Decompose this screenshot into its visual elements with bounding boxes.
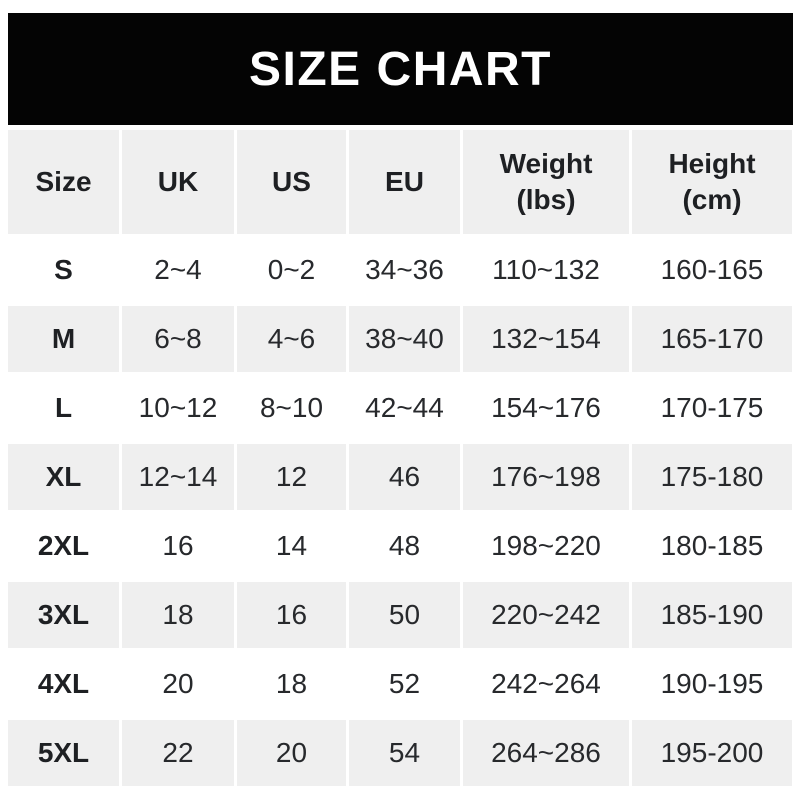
cell-eu: 34~36: [349, 237, 460, 303]
cell-weight: 264~286: [463, 720, 629, 786]
cell-weight: 154~176: [463, 375, 629, 441]
table-header-row: Size UK US EU Weight (lbs) Height (cm): [8, 130, 792, 234]
cell-uk: 12~14: [122, 444, 234, 510]
cell-eu: 52: [349, 651, 460, 717]
cell-uk: 10~12: [122, 375, 234, 441]
cell-height: 190-195: [632, 651, 792, 717]
cell-size: 3XL: [8, 582, 119, 648]
page-title: SIZE CHART: [249, 42, 552, 96]
table-row-5xl: 5XL 22 20 54 264~286 195-200: [8, 720, 792, 786]
cell-weight: 132~154: [463, 306, 629, 372]
size-chart-banner: SIZE CHART: [8, 13, 793, 125]
cell-uk: 18: [122, 582, 234, 648]
column-header-size: Size: [8, 130, 119, 234]
cell-eu: 42~44: [349, 375, 460, 441]
cell-us: 12: [237, 444, 346, 510]
cell-eu: 50: [349, 582, 460, 648]
cell-height: 185-190: [632, 582, 792, 648]
table-row-l: L 10~12 8~10 42~44 154~176 170-175: [8, 375, 792, 441]
cell-uk: 20: [122, 651, 234, 717]
cell-uk: 2~4: [122, 237, 234, 303]
cell-eu: 54: [349, 720, 460, 786]
column-header-height: Height (cm): [632, 130, 792, 234]
cell-eu: 38~40: [349, 306, 460, 372]
cell-size: M: [8, 306, 119, 372]
table-row-4xl: 4XL 20 18 52 242~264 190-195: [8, 651, 792, 717]
cell-size: 4XL: [8, 651, 119, 717]
table-row-2xl: 2XL 16 14 48 198~220 180-185: [8, 513, 792, 579]
cell-size: S: [8, 237, 119, 303]
cell-uk: 16: [122, 513, 234, 579]
cell-weight: 176~198: [463, 444, 629, 510]
cell-height: 180-185: [632, 513, 792, 579]
table-row-s: S 2~4 0~2 34~36 110~132 160-165: [8, 237, 792, 303]
cell-size: L: [8, 375, 119, 441]
column-header-eu: EU: [349, 130, 460, 234]
cell-size: 2XL: [8, 513, 119, 579]
table-row-m: M 6~8 4~6 38~40 132~154 165-170: [8, 306, 792, 372]
cell-height: 160-165: [632, 237, 792, 303]
cell-us: 0~2: [237, 237, 346, 303]
table-row-3xl: 3XL 18 16 50 220~242 185-190: [8, 582, 792, 648]
cell-us: 4~6: [237, 306, 346, 372]
cell-size: 5XL: [8, 720, 119, 786]
cell-height: 165-170: [632, 306, 792, 372]
cell-us: 8~10: [237, 375, 346, 441]
cell-us: 16: [237, 582, 346, 648]
cell-weight: 110~132: [463, 237, 629, 303]
table-row-xl: XL 12~14 12 46 176~198 175-180: [8, 444, 792, 510]
cell-height: 170-175: [632, 375, 792, 441]
cell-us: 18: [237, 651, 346, 717]
cell-height: 195-200: [632, 720, 792, 786]
cell-us: 14: [237, 513, 346, 579]
cell-eu: 48: [349, 513, 460, 579]
column-header-uk: UK: [122, 130, 234, 234]
column-header-us: US: [237, 130, 346, 234]
cell-size: XL: [8, 444, 119, 510]
cell-weight: 198~220: [463, 513, 629, 579]
size-chart-table: Size UK US EU Weight (lbs) Height (cm) S…: [5, 127, 795, 789]
cell-eu: 46: [349, 444, 460, 510]
cell-uk: 6~8: [122, 306, 234, 372]
cell-weight: 220~242: [463, 582, 629, 648]
cell-us: 20: [237, 720, 346, 786]
cell-uk: 22: [122, 720, 234, 786]
cell-height: 175-180: [632, 444, 792, 510]
cell-weight: 242~264: [463, 651, 629, 717]
column-header-weight: Weight (lbs): [463, 130, 629, 234]
